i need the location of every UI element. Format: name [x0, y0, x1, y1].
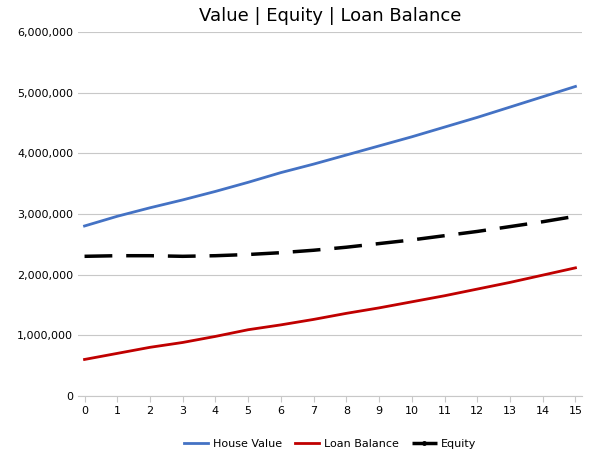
House Value: [310, 162, 317, 167]
House Value: [245, 180, 252, 185]
Equity: [539, 219, 547, 224]
House Value: [81, 223, 88, 229]
Loan Balance: [212, 334, 219, 339]
Equity: [245, 252, 252, 257]
Line: House Value: House Value: [85, 86, 575, 226]
Line: Loan Balance: Loan Balance: [85, 268, 575, 359]
Loan Balance: [179, 340, 187, 345]
Loan Balance: [113, 351, 121, 356]
Loan Balance: [146, 344, 154, 350]
Loan Balance: [376, 305, 383, 311]
Equity: [473, 229, 481, 234]
House Value: [179, 197, 187, 202]
Title: Value | Equity | Loan Balance: Value | Equity | Loan Balance: [199, 7, 461, 25]
House Value: [376, 143, 383, 149]
Loan Balance: [310, 317, 317, 322]
Legend: House Value, Loan Balance, Equity: House Value, Loan Balance, Equity: [179, 434, 481, 453]
Loan Balance: [572, 265, 579, 271]
Equity: [343, 244, 350, 250]
Loan Balance: [473, 286, 481, 292]
Loan Balance: [245, 327, 252, 333]
Equity: [179, 253, 187, 259]
Loan Balance: [539, 273, 547, 278]
Equity: [572, 213, 579, 219]
House Value: [441, 124, 448, 130]
Equity: [146, 253, 154, 258]
House Value: [212, 189, 219, 194]
Line: Equity: Equity: [85, 216, 575, 256]
Equity: [408, 237, 415, 243]
Equity: [310, 248, 317, 253]
House Value: [539, 94, 547, 100]
Equity: [277, 250, 284, 255]
Loan Balance: [506, 280, 514, 285]
Equity: [376, 241, 383, 246]
Loan Balance: [343, 311, 350, 316]
Loan Balance: [408, 299, 415, 304]
Equity: [81, 253, 88, 259]
House Value: [113, 213, 121, 219]
House Value: [572, 84, 579, 89]
House Value: [343, 152, 350, 158]
House Value: [473, 115, 481, 120]
House Value: [408, 134, 415, 140]
Loan Balance: [277, 322, 284, 328]
Loan Balance: [441, 293, 448, 298]
House Value: [146, 205, 154, 211]
Equity: [441, 233, 448, 238]
Loan Balance: [81, 357, 88, 362]
House Value: [277, 170, 284, 175]
Equity: [506, 224, 514, 229]
Equity: [113, 253, 121, 258]
House Value: [506, 104, 514, 110]
Equity: [212, 253, 219, 258]
